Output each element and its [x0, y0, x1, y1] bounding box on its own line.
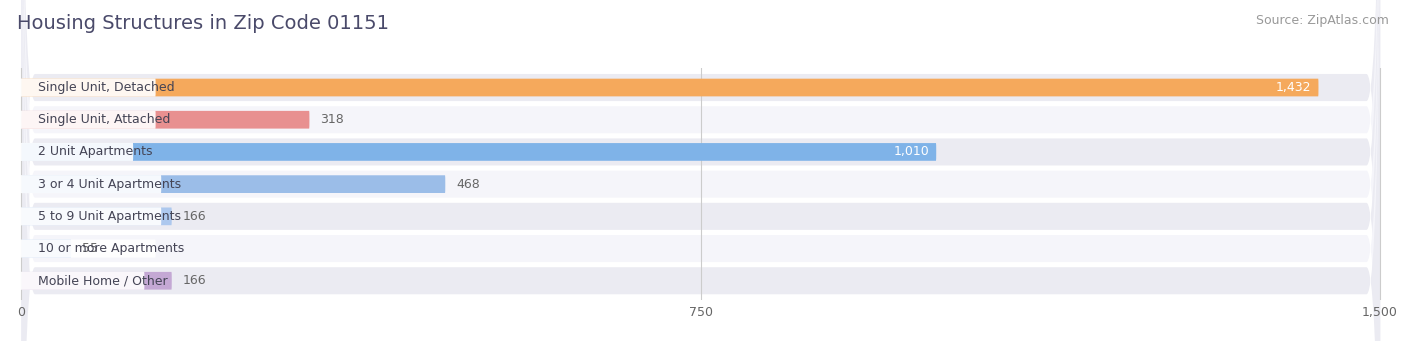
FancyBboxPatch shape	[21, 0, 1381, 341]
Text: 2 Unit Apartments: 2 Unit Apartments	[38, 145, 152, 159]
FancyBboxPatch shape	[21, 0, 1381, 341]
FancyBboxPatch shape	[20, 143, 134, 161]
FancyBboxPatch shape	[21, 0, 1381, 341]
FancyBboxPatch shape	[21, 143, 936, 161]
FancyBboxPatch shape	[21, 0, 1381, 341]
Text: Single Unit, Attached: Single Unit, Attached	[38, 113, 170, 126]
Text: 1,432: 1,432	[1275, 81, 1312, 94]
FancyBboxPatch shape	[21, 0, 1381, 341]
FancyBboxPatch shape	[21, 0, 1381, 341]
Text: Single Unit, Detached: Single Unit, Detached	[38, 81, 174, 94]
Text: 10 or more Apartments: 10 or more Apartments	[38, 242, 184, 255]
Text: 166: 166	[183, 210, 207, 223]
FancyBboxPatch shape	[21, 175, 446, 193]
Text: 3 or 4 Unit Apartments: 3 or 4 Unit Apartments	[38, 178, 181, 191]
FancyBboxPatch shape	[20, 78, 156, 97]
FancyBboxPatch shape	[21, 240, 72, 257]
FancyBboxPatch shape	[21, 79, 1319, 97]
FancyBboxPatch shape	[21, 0, 1381, 341]
FancyBboxPatch shape	[20, 175, 162, 193]
FancyBboxPatch shape	[21, 272, 172, 290]
Text: 468: 468	[456, 178, 479, 191]
Text: 5 to 9 Unit Apartments: 5 to 9 Unit Apartments	[38, 210, 181, 223]
FancyBboxPatch shape	[21, 111, 309, 129]
Text: 166: 166	[183, 274, 207, 287]
Text: 1,010: 1,010	[893, 145, 929, 159]
FancyBboxPatch shape	[20, 111, 156, 129]
Text: 318: 318	[321, 113, 344, 126]
FancyBboxPatch shape	[20, 207, 162, 225]
FancyBboxPatch shape	[20, 239, 156, 257]
Text: Source: ZipAtlas.com: Source: ZipAtlas.com	[1256, 14, 1389, 27]
Text: Housing Structures in Zip Code 01151: Housing Structures in Zip Code 01151	[17, 14, 389, 33]
Text: 55: 55	[82, 242, 98, 255]
Text: Mobile Home / Other: Mobile Home / Other	[38, 274, 167, 287]
FancyBboxPatch shape	[20, 272, 145, 290]
FancyBboxPatch shape	[21, 207, 172, 225]
